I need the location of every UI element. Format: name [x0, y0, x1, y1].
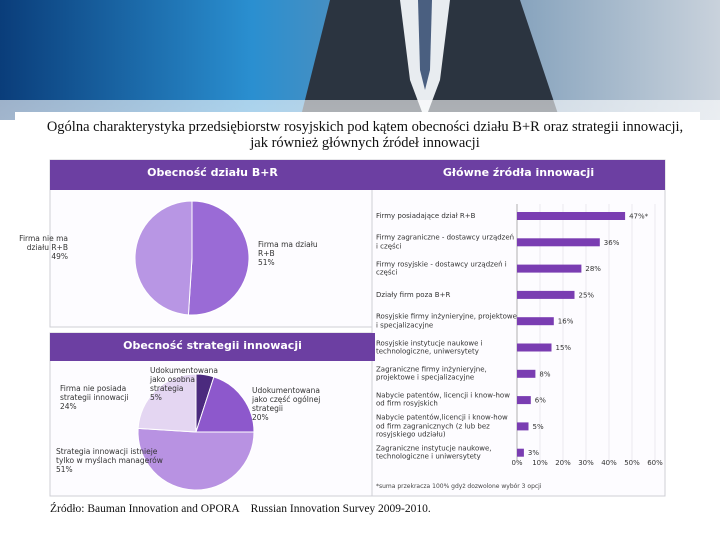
category-label: Nabycie patentów,licencji i know-how od … [376, 413, 508, 439]
category-label: Nabycie patentów, licencji i know-how od… [376, 391, 510, 409]
slice-value-label: 51% [56, 465, 73, 474]
category-label: Działy firm poza B+R [376, 290, 451, 299]
x-tick-label: 40% [601, 459, 617, 467]
bar [517, 396, 531, 405]
slice-label: Firma nie posiada strategii innowacji 24% [60, 384, 130, 411]
panel-title: Obecność strategii innowacji [123, 339, 302, 352]
slice-category: Udokumentowana jako osobna strategia [150, 366, 218, 393]
slice-value-label: 20% [252, 413, 269, 422]
bar [517, 264, 582, 273]
x-tick-label: 10% [532, 459, 548, 467]
slide-title: Ogólna charakterystyka przedsiębiorstw r… [46, 119, 684, 151]
x-tick-label: 30% [578, 459, 594, 467]
pie-slice [187, 200, 250, 316]
slice-category: Firma nie ma działu R+B [19, 234, 68, 252]
value-label: 5% [533, 423, 544, 431]
panel-title: Obecność działu B+R [147, 166, 278, 179]
pie-slice [134, 200, 193, 316]
value-label: 28% [585, 265, 601, 273]
bar [517, 290, 575, 299]
value-label: 3% [528, 449, 539, 457]
pie-slice [195, 376, 255, 433]
bar [517, 448, 524, 457]
slice-category: Strategia innowacji istnieje tylko w myś… [56, 447, 163, 465]
x-tick-label: 0% [511, 459, 522, 467]
value-label: 47%* [629, 213, 649, 221]
value-label: 16% [558, 318, 574, 326]
slice-label: Strategia innowacji istnieje tylko w myś… [56, 447, 176, 474]
slice-label: Udokumentowana jako osobna strategia 5% [150, 366, 220, 402]
slice-label: Firma nie ma działu R+B 49% [0, 234, 68, 261]
pie-slice [137, 373, 197, 433]
slice-category: Firma ma działu R+B [258, 240, 318, 258]
panel-title: Główne źródła innowacji [442, 166, 595, 179]
bar [517, 238, 600, 247]
slice-label: Udokumentowana jako część ogólnej strate… [252, 386, 322, 422]
slice-value-label: 5% [150, 393, 162, 402]
category-label: Zagraniczne firmy inżynieryjne, projekto… [376, 365, 487, 382]
value-label: 6% [535, 397, 546, 405]
x-tick-label: 60% [647, 459, 663, 467]
category-label: Firmy zagraniczne - dostawcy urządzeń i … [376, 233, 515, 251]
bar [517, 317, 554, 326]
tie [418, 0, 432, 90]
footnote: *suma przekracza 100% gdyż dozwolone wyb… [376, 483, 542, 490]
slice-value-label: 51% [258, 258, 275, 267]
panel-header [50, 160, 375, 190]
category-label: Rosyjskie instytucje naukowe i technolog… [376, 339, 483, 356]
category-label: Rosyjskie firmy inżynieryjne, projektowe… [376, 312, 517, 330]
value-label: 8% [539, 370, 550, 378]
slice-value-label: 24% [60, 402, 77, 411]
source: Źródło: Bauman Innovation and OPORA Russ… [50, 503, 431, 515]
value-label: 15% [556, 344, 572, 352]
slice-category: Firma nie posiada strategii innowacji [60, 384, 129, 402]
bar [517, 422, 529, 431]
bar [517, 343, 552, 352]
x-tick-label: 50% [624, 459, 640, 467]
category-label: Firmy posiadające dział R+B [376, 211, 476, 220]
value-label: 25% [579, 291, 595, 299]
panel-header [50, 333, 375, 361]
bar [517, 212, 626, 220]
slice-category: Udokumentowana jako część ogólnej strate… [252, 386, 321, 413]
x-tick-label: 20% [555, 459, 571, 467]
category-label: Zagraniczne instytucje naukowe, technolo… [376, 444, 492, 461]
panel-header [372, 160, 665, 190]
pie-slice [137, 427, 255, 491]
slice-value-label: 49% [51, 252, 68, 261]
slice-label: Firma ma działu R+B 51% [258, 240, 328, 267]
bar [517, 369, 536, 378]
category-label: Firmy rosyjskie - dostawcy urządzeń i cz… [376, 260, 507, 277]
value-label: 36% [604, 239, 620, 247]
